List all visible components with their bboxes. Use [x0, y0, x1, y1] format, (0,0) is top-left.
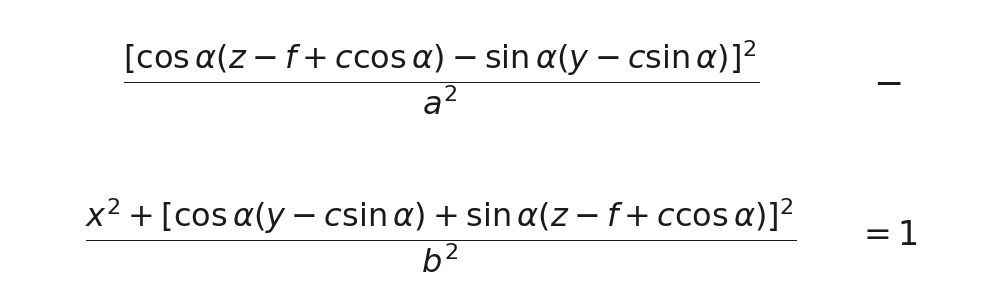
Text: $-$: $-$ [873, 67, 901, 101]
Text: $\dfrac{\left[\cos\alpha\left(z - f + c\cos\alpha\right) - \sin\alpha\left(y - c: $\dfrac{\left[\cos\alpha\left(z - f + c\… [123, 38, 759, 117]
Text: $= 1$: $= 1$ [857, 219, 918, 252]
Text: $\dfrac{x^2 + \left[\cos\alpha\left(y - c\sin\alpha\right) + \sin\alpha\left(z -: $\dfrac{x^2 + \left[\cos\alpha\left(y - … [85, 196, 797, 275]
